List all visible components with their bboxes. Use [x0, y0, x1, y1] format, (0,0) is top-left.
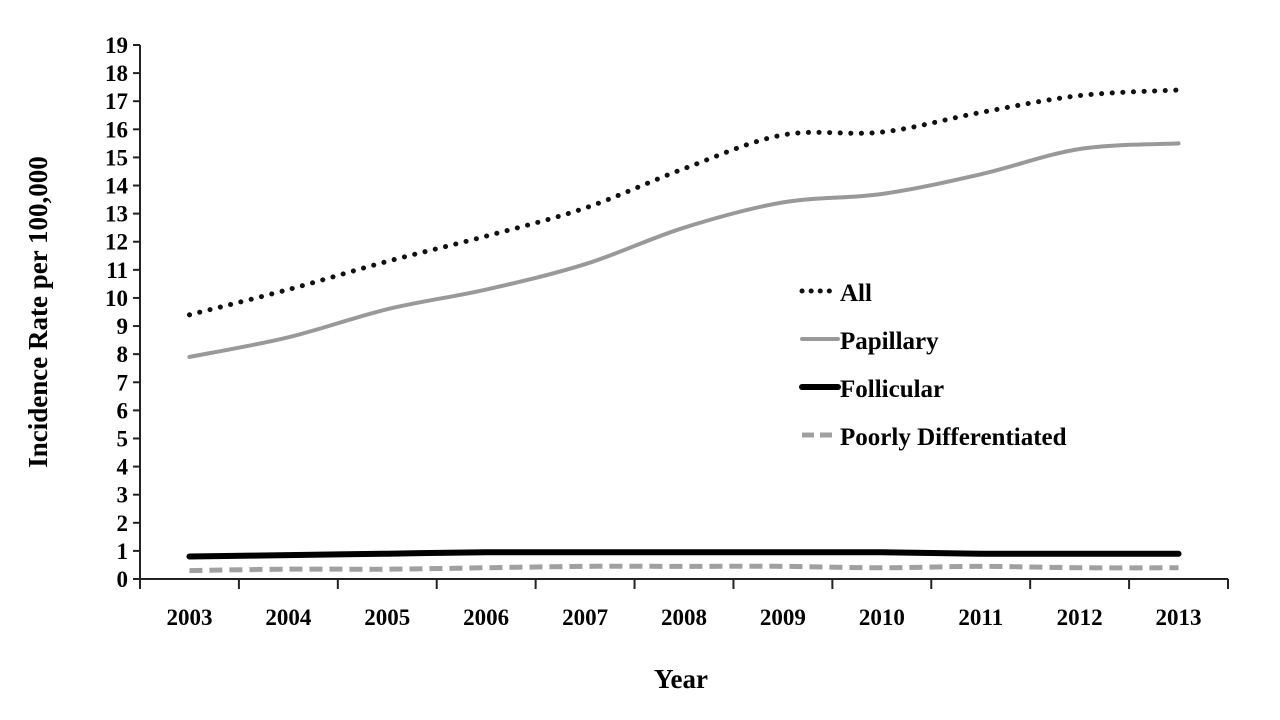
x-tick-label: 2011 — [958, 605, 1003, 630]
series-follicular — [186, 549, 1182, 560]
x-tick-label: 2013 — [1156, 605, 1202, 630]
x-tick-label: 2008 — [661, 605, 707, 630]
x-axis-title: Year — [654, 664, 708, 694]
x-axis: 2003 2004 2005 2006 2007 2008 2009 2010 2011 2012… — [139, 578, 1229, 630]
y-tick-label: 7 — [117, 370, 129, 395]
y-tick-label: 0 — [117, 567, 129, 592]
series-papillary — [187, 141, 1181, 359]
y-tick-label: 6 — [117, 398, 129, 423]
y-tick-label: 1 — [117, 539, 129, 564]
y-tick-label: 8 — [117, 342, 129, 367]
legend-label: All — [840, 280, 872, 307]
y-tick-label: 19 — [105, 33, 128, 58]
legend: All Papillary Follicular Poorly Differentia… — [799, 280, 1067, 451]
x-tick-label: 2007 — [562, 605, 608, 630]
y-tick-label: 11 — [106, 258, 128, 283]
x-tick-label: 2004 — [265, 605, 312, 630]
x-tick-label: 2012 — [1057, 605, 1103, 630]
series-poorly-differentiated — [189, 563, 1179, 574]
y-tick-label: 18 — [105, 61, 128, 86]
x-tick-label: 2009 — [760, 605, 806, 630]
y-axis-title: Incidence Rate per 100,000 — [23, 156, 53, 467]
x-tick-label: 2010 — [859, 605, 905, 630]
legend-label: Papillary — [840, 328, 939, 355]
x-tick-label: 2005 — [364, 605, 410, 630]
y-tick-label: 4 — [117, 455, 129, 480]
legend-label: Follicular — [840, 376, 944, 403]
y-tick-label: 15 — [105, 145, 128, 170]
y-tick-label: 16 — [105, 117, 128, 142]
x-tick-label: 2006 — [463, 605, 509, 630]
y-tick-label: 17 — [105, 89, 128, 114]
y-tick-label: 3 — [117, 483, 129, 508]
y-tick-label: 5 — [117, 426, 129, 451]
y-tick-label: 2 — [117, 511, 129, 536]
y-tick-label: 14 — [105, 174, 129, 199]
y-tick-label: 9 — [117, 314, 129, 339]
x-tick-label: 2003 — [166, 605, 212, 630]
series-layer — [186, 87, 1182, 574]
y-tick-label: 13 — [105, 202, 128, 227]
series-all — [186, 87, 1182, 318]
y-tick-label: 12 — [105, 230, 128, 255]
legend-label: Poorly Differentiated — [840, 424, 1067, 451]
y-tick-label: 10 — [105, 286, 128, 311]
